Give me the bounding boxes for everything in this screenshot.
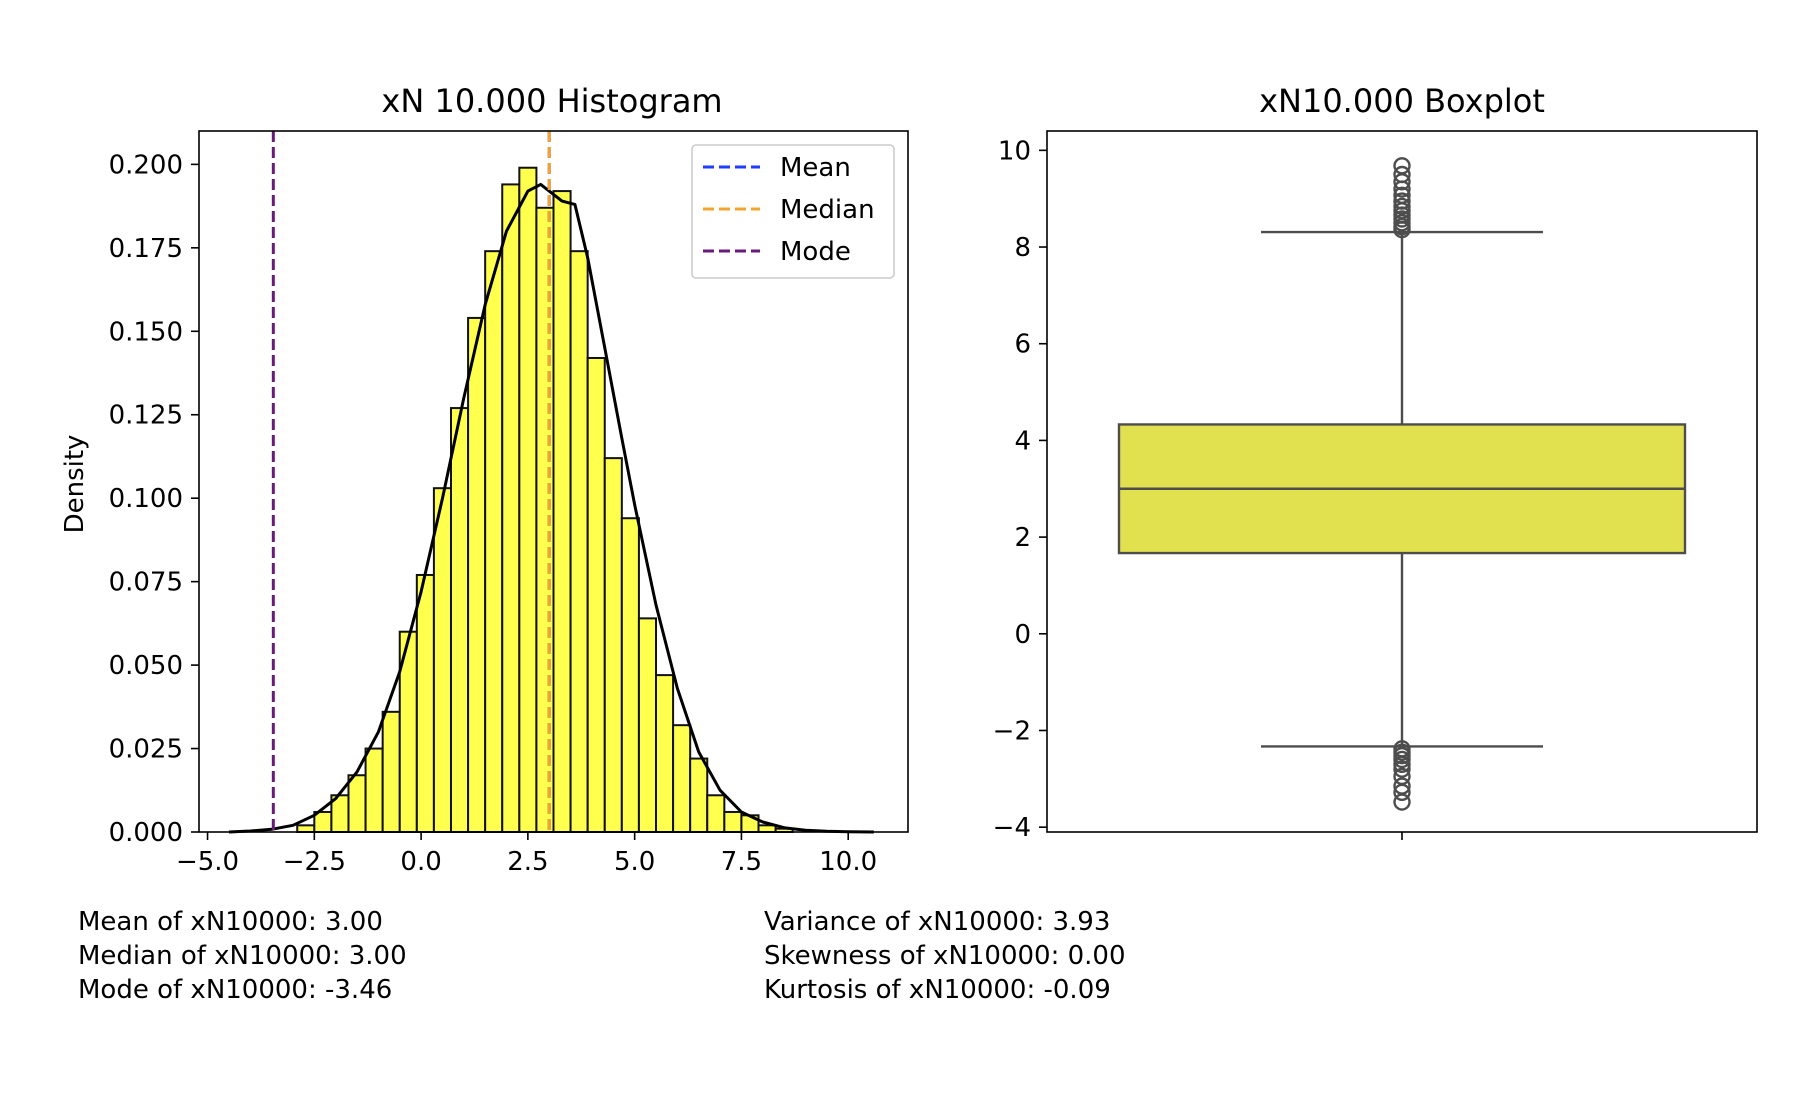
boxplot-marks — [1117, 157, 1687, 811]
histogram-panel: xN 10.000 Histogram Density −5.0 −2.5 0.0 2… — [60, 82, 909, 877]
histogram-bar — [484, 250, 504, 833]
x-tick-label: 2.5 — [507, 847, 548, 877]
x-tick-label: −2.5 — [283, 847, 346, 877]
outlier-point — [1393, 783, 1411, 802]
mean-stat: Mean of xN10000: 3.00 — [78, 907, 383, 937]
histogram-bar — [586, 356, 606, 833]
x-tick-label: 5.0 — [614, 847, 655, 877]
x-tick-label: 7.5 — [721, 847, 762, 877]
y-tick-label: 0.050 — [109, 651, 183, 681]
histogram-bar — [569, 250, 589, 833]
histogram-bar — [381, 710, 401, 833]
variance-stat: Variance of xN10000: 3.93 — [764, 907, 1111, 937]
reference-lines — [271, 131, 551, 832]
y-tick-label: 0.075 — [109, 568, 183, 598]
x-tick-label: 10.0 — [819, 847, 877, 877]
outlier-point — [1393, 165, 1411, 184]
kde-curve — [228, 182, 874, 834]
histogram-bar — [689, 757, 709, 833]
legend-label-median: Median — [780, 195, 875, 225]
legend-box — [691, 144, 895, 279]
outlier-point — [1393, 793, 1411, 811]
boxplot-panel: xN10.000 Boxplot −4 −2 0 2 4 6 8 10 — [993, 82, 1758, 843]
summary-stats-left: Mean of xN10000: 3.00 Median of xN10000:… — [78, 905, 407, 1007]
outlier-point — [1393, 755, 1411, 774]
histogram-bar — [620, 517, 640, 833]
y-tick-label: 6 — [1014, 330, 1031, 360]
histogram-bar — [432, 487, 452, 833]
histogram-bar — [655, 674, 675, 833]
histogram-legend: Mean Median Mode — [691, 144, 895, 279]
median-stat: Median of xN10000: 3.00 — [78, 941, 407, 971]
histogram-bar — [757, 824, 777, 833]
histogram-bar — [535, 206, 555, 833]
legend-label-mean: Mean — [780, 153, 851, 183]
y-tick-label: 0.000 — [109, 818, 183, 848]
skewness-stat: Skewness of xN10000: 0.00 — [764, 941, 1126, 971]
histogram-y-axis: 0.000 0.025 0.050 0.075 0.100 0.125 0.150 0.175… — [109, 150, 199, 848]
outlier-point — [1393, 157, 1411, 175]
histogram-bar — [672, 724, 692, 834]
histogram-bar — [637, 617, 658, 833]
histogram-bar — [415, 573, 435, 833]
histogram-bar — [296, 824, 316, 833]
y-tick-label: 0.125 — [109, 401, 183, 431]
y-tick-label: 10 — [998, 136, 1031, 166]
y-tick-label: 8 — [1014, 233, 1031, 263]
histogram-x-axis: −5.0 −2.5 0.0 2.5 5.0 7.5 10.0 — [176, 832, 877, 877]
histogram-title: xN 10.000 Histogram — [381, 82, 722, 120]
y-tick-label: −4 — [993, 813, 1031, 843]
y-tick-label: 0.025 — [109, 735, 183, 765]
mode-stat: Mode of xN10000: -3.46 — [78, 975, 393, 1005]
histogram-bar — [347, 774, 367, 833]
histogram-bar — [364, 747, 384, 833]
histogram-plot-frame — [198, 130, 909, 833]
histogram-ylabel: Density — [60, 435, 90, 534]
histogram-bar — [552, 190, 572, 834]
y-tick-label: 0.200 — [109, 150, 183, 180]
histogram-bar — [603, 457, 623, 833]
histogram-bar — [467, 316, 487, 833]
y-tick-label: 0.150 — [109, 317, 183, 347]
y-tick-label: −2 — [993, 716, 1031, 746]
x-tick-label: 0.0 — [400, 847, 441, 877]
boxplot-plot-frame — [1046, 130, 1758, 833]
boxplot-y-axis: −4 −2 0 2 4 6 8 10 — [993, 136, 1403, 843]
outlier-point — [1393, 192, 1411, 210]
boxplot-title: xN10.000 Boxplot — [1259, 82, 1545, 120]
legend-label-mode: Mode — [780, 237, 851, 267]
histogram-bar — [501, 183, 521, 833]
outlier-point — [1393, 197, 1411, 216]
histogram-bar — [706, 794, 726, 833]
y-tick-label: 0 — [1014, 620, 1031, 650]
y-tick-label: 4 — [1014, 426, 1031, 456]
outlier-point — [1393, 186, 1411, 204]
kde-curve-group — [228, 182, 874, 834]
y-tick-label: 0.175 — [109, 234, 183, 264]
summary-stats-right: Variance of xN10000: 3.93 Skewness of xN… — [764, 905, 1126, 1007]
x-tick-label: −5.0 — [176, 847, 239, 877]
histogram-bar — [723, 810, 743, 834]
outlier-point — [1393, 750, 1411, 769]
histogram-bar — [518, 166, 538, 833]
outlier-point — [1393, 760, 1411, 778]
histogram-bar — [449, 407, 470, 833]
kurtosis-stat: Kurtosis of xN10000: -0.09 — [764, 975, 1111, 1005]
histogram-bars — [296, 166, 794, 834]
y-tick-label: 0.100 — [109, 484, 183, 514]
y-tick-label: 2 — [1014, 523, 1031, 553]
